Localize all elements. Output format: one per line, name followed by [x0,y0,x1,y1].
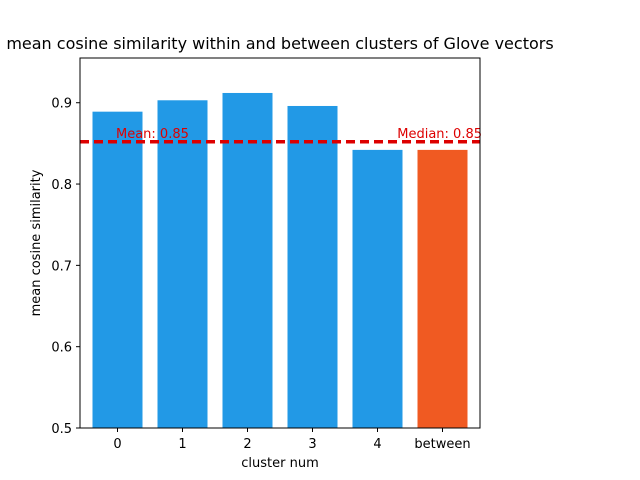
y-tick-label: 0.9 [51,97,72,112]
y-tick-label: 0.6 [51,341,72,356]
bar-4 [352,149,403,428]
x-axis-label: cluster num [241,456,319,471]
y-tick-label: 0.7 [51,259,72,274]
chart-title: mean cosine similarity within and betwee… [6,34,553,53]
mean-annotation: Mean: 0.85 [116,127,189,142]
y-tick-label: 0.5 [51,422,72,437]
y-axis-label: mean cosine similarity [29,169,44,316]
bar-0 [92,111,143,429]
x-tick-label: between [414,437,470,452]
x-tick-label: 4 [373,437,381,452]
x-tick-label: 2 [243,437,251,452]
y-tick-label: 0.8 [51,178,72,193]
bar-2 [222,92,273,428]
x-tick-label: 1 [178,437,186,452]
bar-between [417,149,468,428]
median-annotation: Median: 0.85 [397,127,482,142]
plot-frame [79,57,481,429]
bar-3 [287,105,338,428]
x-tick-label: 0 [113,437,121,452]
bar-1 [157,100,208,429]
x-tick-label: 3 [308,437,316,452]
plot-area: 0 1 2 3 4 between 0.5 0.6 0.7 0.8 0.9 Mean: 0.85 Med… [51,57,482,452]
